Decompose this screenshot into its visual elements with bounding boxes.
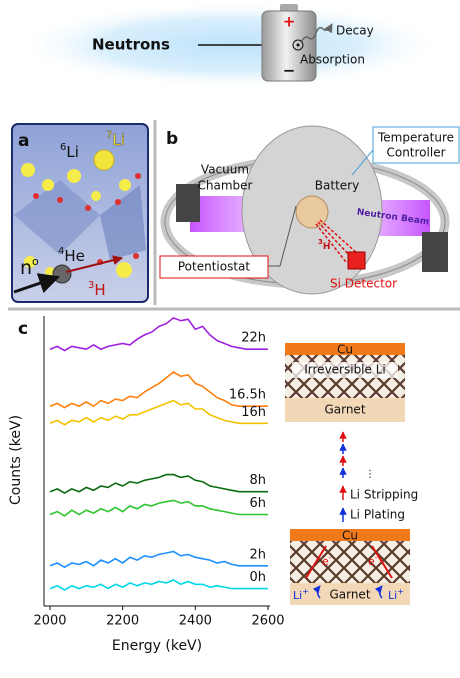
battery-cell xyxy=(296,196,328,228)
battery-label: Battery xyxy=(315,179,359,193)
potentiostat-label: Potentiostat xyxy=(178,260,251,274)
panel-label: c xyxy=(18,319,28,339)
x-tick-label: 2600 xyxy=(251,614,284,629)
cu-label: Cu xyxy=(342,529,358,543)
x-tick-label: 2400 xyxy=(179,614,212,629)
vacuum-chamber-label: Vacuum xyxy=(201,163,249,177)
si-detector-label: Si Detector xyxy=(330,277,397,291)
minus: − xyxy=(283,62,296,80)
plus: + xyxy=(283,13,296,31)
decay-label: Decay xyxy=(336,24,374,38)
x-tick-label: 2000 xyxy=(33,614,66,629)
series-label: 6h xyxy=(249,496,266,511)
figure: Neutrons + − Decay Absorption a 6Li 7Li … xyxy=(0,0,460,678)
series-line xyxy=(50,552,268,568)
series-line xyxy=(50,318,268,351)
symbol: H xyxy=(323,242,331,252)
chamber-box xyxy=(176,184,200,222)
x-tick-label: 2200 xyxy=(106,614,139,629)
neutrons-label: Neutrons xyxy=(92,36,170,54)
symbol: H xyxy=(94,281,105,299)
superscript: - xyxy=(329,553,332,562)
temperature-controller-label: Controller xyxy=(386,146,445,160)
series-line xyxy=(50,580,268,590)
chamber-box xyxy=(422,232,448,272)
stripping-label: Li Stripping xyxy=(350,488,418,502)
series-label: 2h xyxy=(249,547,266,562)
si-detector xyxy=(348,252,365,269)
garnet-label: Garnet xyxy=(324,403,365,417)
symbol: Li xyxy=(66,143,79,161)
series-label: 8h xyxy=(249,473,266,488)
panel-label: b xyxy=(166,129,178,149)
y-axis-label: Counts (keV) xyxy=(8,415,24,505)
series-line xyxy=(50,475,268,494)
superscript: - xyxy=(375,553,378,562)
x-axis-label: Energy (keV) xyxy=(112,638,202,654)
symbol: Li xyxy=(293,589,302,602)
absorption-label: Absorption xyxy=(300,53,365,67)
plot: 2000 2200 2400 2600 22h 16.5h 16h 8h 6h 2h 0h xyxy=(33,318,284,629)
superscript: o xyxy=(32,255,39,268)
series-label: 16.5h xyxy=(229,388,266,403)
cu-label: Cu xyxy=(337,343,353,357)
panel-label: a xyxy=(18,131,29,151)
symbol: He xyxy=(64,247,85,265)
superscript: + xyxy=(397,587,404,596)
plating-label: Li Plating xyxy=(350,508,405,522)
symbol: Li xyxy=(388,589,397,602)
vacuum-chamber-label: Chamber xyxy=(198,179,253,193)
superscript: + xyxy=(302,587,309,596)
temperature-controller-label: Temperature xyxy=(377,131,454,145)
series-label: 22h xyxy=(241,331,266,346)
series-label: 0h xyxy=(249,570,266,585)
irreversible-label: Irreversible Li xyxy=(304,363,386,377)
ellipsis: ⋮ xyxy=(365,469,375,480)
symbol: Li xyxy=(112,131,125,149)
absorption-dot xyxy=(297,44,300,47)
series-line xyxy=(50,500,268,516)
series-label: 16h xyxy=(241,405,266,420)
garnet-label: Garnet xyxy=(329,588,370,602)
symbol: n xyxy=(20,257,32,279)
